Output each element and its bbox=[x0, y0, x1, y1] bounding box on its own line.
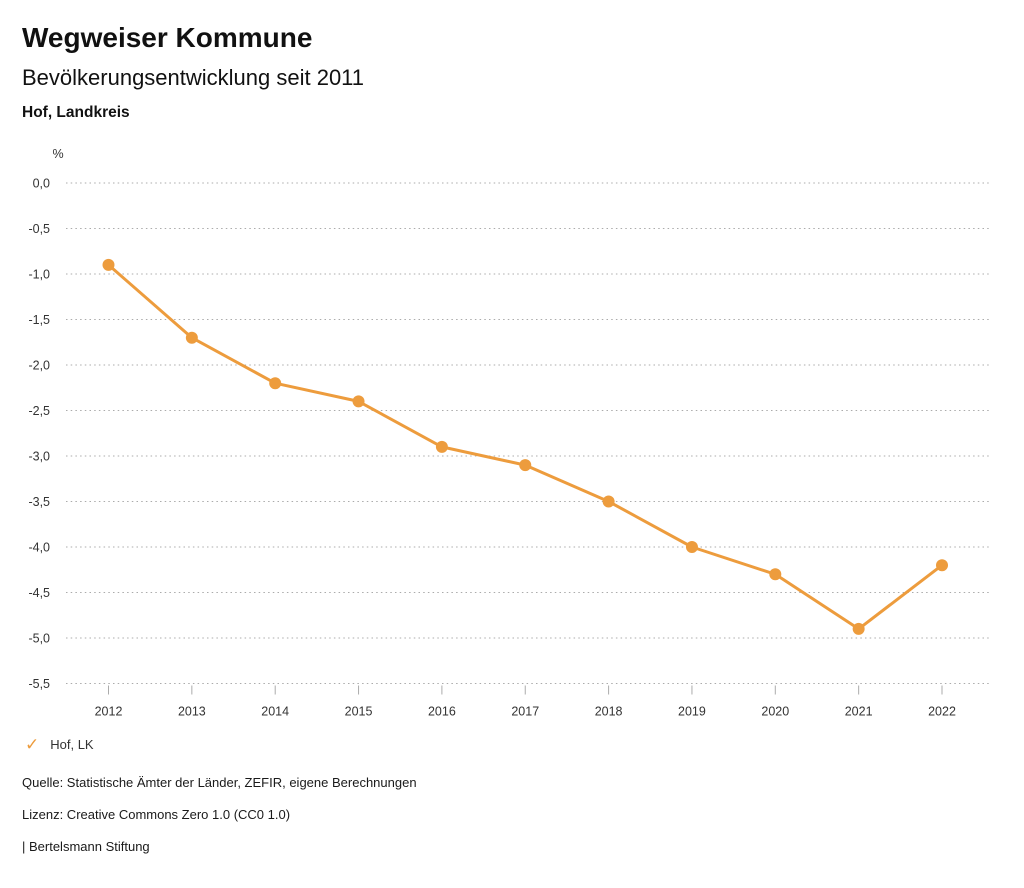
x-tick-label: 2019 bbox=[678, 705, 706, 719]
data-point bbox=[685, 541, 698, 553]
y-tick-label: -0,5 bbox=[28, 222, 50, 236]
y-tick-label: -5,0 bbox=[28, 632, 50, 646]
data-point bbox=[102, 258, 115, 271]
data-point bbox=[185, 331, 198, 344]
x-tick-label: 2012 bbox=[95, 705, 123, 719]
data-point bbox=[769, 568, 782, 581]
x-tick-label: 2013 bbox=[178, 705, 206, 719]
data-point bbox=[269, 377, 282, 390]
x-tick-label: 2017 bbox=[511, 705, 539, 719]
data-point bbox=[936, 559, 948, 572]
legend-item-hof-lk[interactable]: ✓ Hof, LK bbox=[25, 736, 1024, 753]
data-point bbox=[602, 495, 615, 508]
x-tick-label: 2022 bbox=[928, 705, 956, 719]
attribution-text: | Bertelsmann Stiftung bbox=[22, 839, 150, 854]
population-line-chart: % 0,0 -0,5 -1,0 -1,5 -2,0 -2,5 -3,0 -3,5 -4,0 -4,5… bbox=[28, 147, 990, 719]
y-tick-label: -1,0 bbox=[28, 268, 50, 282]
data-point bbox=[519, 459, 532, 472]
y-tick-label: -2,0 bbox=[28, 359, 50, 373]
y-tick-label: 0,0 bbox=[33, 177, 50, 191]
y-axis-unit-label: % bbox=[52, 147, 63, 161]
license-text: Lizenz: Creative Commons Zero 1.0 (CC0 1… bbox=[22, 807, 291, 822]
y-tick-label: -5,5 bbox=[28, 677, 50, 691]
check-icon: ✓ bbox=[25, 735, 40, 754]
legend-label: Hof, LK bbox=[50, 737, 94, 752]
x-tick-label: 2018 bbox=[595, 705, 623, 719]
chart-footer: Quelle: Statistische Ämter der Länder, Z… bbox=[22, 753, 1024, 854]
chart-subtitle: Bevölkerungsentwicklung seit 2011 bbox=[22, 65, 365, 90]
x-tick-label: 2015 bbox=[345, 705, 373, 719]
x-tick-label: 2016 bbox=[428, 705, 456, 719]
y-tick-label: -3,5 bbox=[28, 495, 50, 509]
x-tick-label: 2021 bbox=[845, 705, 873, 719]
y-tick-label: -1,5 bbox=[28, 313, 50, 327]
y-tick-label: -4,5 bbox=[28, 586, 50, 600]
source-text: Quelle: Statistische Ämter der Länder, Z… bbox=[22, 775, 417, 790]
x-tick-label: 2014 bbox=[261, 705, 289, 719]
data-point bbox=[352, 395, 365, 408]
y-tick-label: -4,0 bbox=[28, 541, 50, 555]
page-title: Wegweiser Kommune bbox=[22, 22, 313, 53]
data-point bbox=[852, 622, 865, 635]
data-point bbox=[435, 440, 448, 453]
chart-area: % 0,0 -0,5 -1,0 -1,5 -2,0 -2,5 -3,0 -3,5 -4,0 -4,5… bbox=[0, 137, 1024, 727]
y-tick-label: -2,5 bbox=[28, 404, 50, 418]
chart-header: Wegweiser Kommune Bevölkerungsentwicklun… bbox=[0, 0, 1024, 122]
region-label: Hof, Landkreis bbox=[22, 104, 130, 121]
x-tick-label: 2020 bbox=[761, 705, 789, 719]
y-tick-label: -3,0 bbox=[28, 450, 50, 464]
series-line bbox=[107, 263, 944, 631]
